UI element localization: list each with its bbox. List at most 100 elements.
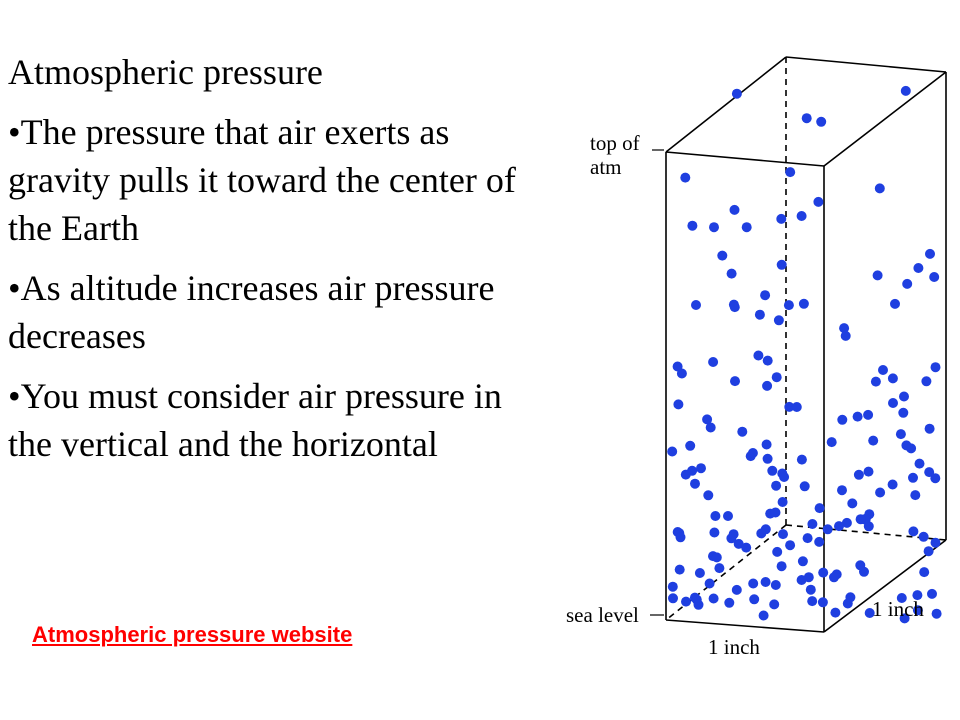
air-molecule-dot — [807, 596, 818, 607]
air-molecule-dot — [797, 556, 808, 567]
air-molecule-dot — [773, 315, 784, 326]
air-molecule-dot — [696, 463, 706, 474]
air-molecule-dot — [779, 472, 790, 482]
air-molecule-dot — [730, 376, 740, 387]
air-molecule-dot — [839, 323, 850, 334]
air-molecule-dot — [681, 596, 691, 607]
air-molecule-dot — [908, 526, 919, 537]
air-molecule-dot — [855, 514, 866, 525]
air-molecule-dot — [814, 503, 825, 514]
air-molecule-dot — [840, 330, 851, 341]
air-column-diagram: top of atm sea level 1 inch 1 inch — [566, 56, 947, 659]
box-outline — [665, 56, 947, 633]
air-molecule-dot — [906, 443, 917, 454]
air-molecule-dot — [798, 298, 809, 309]
air-molecule-dot — [710, 511, 721, 521]
air-molecule-dot — [731, 584, 742, 595]
label-sea-level: sea level — [566, 603, 639, 627]
air-molecule-dot — [785, 167, 796, 178]
air-molecule-dot — [863, 466, 874, 477]
air-molecule-dot — [805, 584, 816, 595]
air-molecule-dot — [783, 300, 794, 311]
air-molecule-dot — [711, 552, 722, 563]
air-molecule-dot — [737, 426, 748, 437]
air-molecule-dot — [680, 172, 691, 183]
air-molecule-dot — [760, 290, 771, 301]
air-molecule-dot — [778, 529, 788, 540]
air-molecule-dot — [863, 409, 874, 420]
air-molecule-dot — [930, 473, 941, 484]
air-molecule-dot — [813, 196, 824, 207]
air-molecule-dot — [837, 485, 847, 496]
air-molecule-dot — [929, 272, 940, 282]
air-molecule-dot — [702, 414, 713, 425]
air-molecule-dot — [921, 376, 932, 387]
air-molecule-dot — [777, 497, 788, 507]
air-molecule-dot — [875, 487, 886, 498]
air-molecule-dot — [912, 590, 923, 601]
air-molecule-dot — [762, 453, 773, 464]
air-molecule-dot — [731, 88, 742, 99]
air-molecule-dot — [667, 581, 678, 592]
air-molecule-dot — [895, 429, 906, 440]
air-molecule-dot — [799, 481, 810, 492]
air-molecule-dot — [796, 575, 807, 585]
air-molecules — [667, 85, 942, 624]
label-atm: atm — [590, 155, 622, 179]
air-molecule-dot — [708, 593, 719, 604]
air-molecule-dot — [899, 391, 909, 402]
air-molecule-dot — [756, 528, 767, 539]
air-molecule-dot — [667, 446, 678, 457]
box-edge — [665, 151, 825, 167]
air-molecule-dot — [845, 592, 856, 603]
bullet-definition: •The pressure that air exerts as gravity… — [8, 112, 516, 248]
air-molecule-dot — [931, 608, 942, 619]
air-molecule-dot — [927, 588, 937, 599]
air-molecule-dot — [694, 568, 705, 578]
air-molecule-dot — [767, 465, 778, 476]
air-molecule-dot — [749, 594, 760, 605]
air-molecule-dot — [888, 398, 898, 408]
air-molecule-dot — [748, 578, 759, 589]
air-molecule-dot — [691, 300, 701, 310]
air-molecule-dot — [724, 597, 735, 608]
air-molecule-dot — [704, 578, 715, 589]
air-molecule-dot — [830, 607, 841, 618]
air-molecule-dot — [741, 542, 752, 553]
air-molecule-dot — [864, 608, 875, 618]
air-molecule-dot — [902, 278, 913, 289]
air-molecule-dot — [771, 480, 782, 491]
air-molecule-dot — [690, 478, 700, 489]
air-molecule-dot — [693, 599, 704, 610]
air-molecule-dot — [924, 467, 935, 478]
air-molecule-dot — [913, 263, 924, 273]
air-molecule-dot — [668, 593, 678, 604]
air-molecule-dot — [910, 490, 921, 501]
air-molecule-dot — [822, 524, 833, 535]
air-molecule-dot — [899, 613, 910, 624]
air-molecule-dot — [878, 365, 888, 375]
air-molecule-dot — [729, 302, 740, 313]
box-edge — [665, 619, 825, 633]
air-molecule-dot — [912, 605, 923, 616]
air-molecule-dot — [747, 448, 758, 458]
air-molecule-dot — [887, 479, 898, 490]
air-molecule-dot — [723, 511, 733, 521]
air-molecule-dot — [687, 465, 698, 476]
air-molecule-dot — [847, 498, 858, 509]
air-molecule-dot — [925, 248, 935, 259]
bullet-altitude: •As altitude increases air pressure decr… — [8, 268, 495, 356]
air-molecule-dot — [770, 580, 781, 590]
air-molecule-dot — [874, 183, 885, 194]
air-molecule-dot — [791, 402, 802, 412]
air-molecule-dot — [900, 85, 911, 96]
box-edge — [823, 539, 947, 633]
air-molecule-dot — [758, 610, 769, 621]
slide-text-block: Atmospheric pressure •The pressure that … — [8, 48, 548, 480]
air-molecule-dot — [826, 437, 837, 448]
air-molecule-dot — [829, 572, 839, 583]
atmospheric-pressure-link[interactable]: Atmospheric pressure website — [32, 622, 353, 647]
air-molecule-dot — [814, 536, 825, 547]
air-molecule-dot — [784, 401, 795, 412]
air-molecule-dot — [796, 211, 807, 221]
